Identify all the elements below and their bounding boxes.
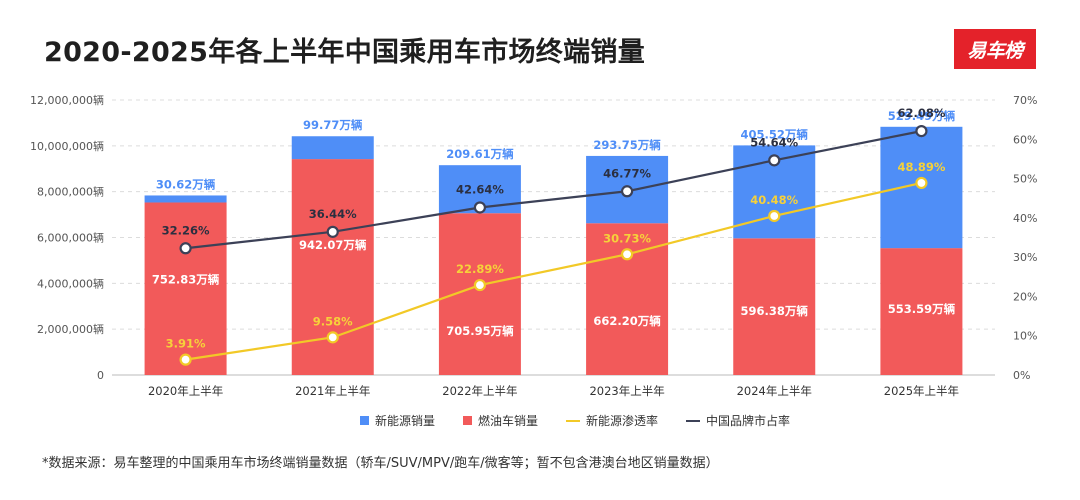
brand-share-point	[620, 185, 634, 198]
brand-share-value-label: 36.44%	[309, 207, 357, 221]
penetration-value-label: 9.58%	[313, 314, 353, 328]
legend-item-penetration: 新能源渗透率	[566, 412, 658, 429]
legend-label-brand-share: 中国品牌市占率	[706, 414, 791, 428]
page-title: 2020-2025年各上半年中国乘用车市场终端销量	[44, 37, 645, 68]
nev-value-label: 30.62万辆	[156, 177, 216, 191]
x-tick-label: 2022年上半年	[442, 384, 517, 398]
legend-label-penetration: 新能源渗透率	[586, 414, 659, 428]
legend-swatch-brand-share	[686, 419, 701, 422]
brand-share-line	[185, 130, 922, 250]
nev-value-label: 405.52万辆	[741, 127, 809, 141]
x-tick-label: 2024年上半年	[737, 384, 812, 398]
ice-value-label: 596.38万辆	[741, 304, 809, 318]
brand-share-point	[473, 201, 487, 214]
y-left-tick-label: 0	[97, 369, 104, 382]
penetration-point	[915, 176, 928, 190]
legend-label-ice: 燃油车销量	[477, 414, 538, 428]
brand-share-point	[326, 225, 339, 238]
penetration-value-label: 3.91%	[166, 337, 206, 351]
y-right-tick-label: 60%	[1013, 133, 1037, 146]
legend-swatch-nev	[359, 416, 369, 425]
brand-share-point	[915, 125, 928, 138]
y-left-tick-label: 2,000,000辆	[37, 322, 104, 336]
legend-swatch-penetration	[566, 419, 580, 422]
ice-value-label: 662.20万辆	[593, 314, 661, 328]
penetration-point	[768, 209, 781, 223]
y-right-tick-label: 20%	[1013, 290, 1037, 303]
combo-chart: 0 2,000,000辆 4,000,000辆 6,000,000辆 8,000,000…	[30, 93, 1037, 398]
x-tick-label: 2023年上半年	[589, 384, 664, 398]
brand-share-value-label: 54.64%	[750, 135, 798, 149]
y-left-tick-label: 6,000,000辆	[37, 231, 104, 245]
y-left-tick-label: 12,000,000辆	[30, 93, 104, 107]
ice-value-label: 942.07万辆	[299, 238, 367, 252]
brand-share-point	[768, 154, 781, 167]
legend-label-nev: 新能源销量	[374, 414, 435, 428]
ice-value-label: 553.59万辆	[888, 302, 956, 316]
y-right-tick-label: 30%	[1013, 251, 1037, 264]
data-source-footnote: *数据来源：易车整理的中国乘用车市场终端销量数据（轿车/SUV/MPV/跑车/微…	[42, 456, 719, 471]
nev-value-label: 529.49万辆	[888, 109, 956, 123]
penetration-value-label: 40.48%	[750, 193, 798, 207]
brand-share-point	[179, 242, 192, 255]
legend-swatch-ice	[462, 416, 472, 425]
penetration-point	[179, 353, 192, 366]
bar-ice	[880, 248, 963, 375]
nev-value-label: 99.77万辆	[303, 118, 363, 132]
y-right-tick-label: 0%	[1013, 369, 1030, 382]
penetration-value-label: 30.73%	[603, 231, 651, 245]
bar-nev	[291, 136, 374, 160]
penetration-value-label: 48.89%	[897, 160, 945, 174]
bar-ice	[733, 238, 816, 375]
y-left-tick-label: 10,000,000辆	[30, 139, 104, 153]
bar-nev	[144, 195, 227, 203]
legend-item-brand-share: 中国品牌市占率	[686, 412, 790, 429]
bar-ice	[144, 202, 227, 375]
penetration-point	[326, 331, 339, 344]
chart-legend: 新能源销量 燃油车销量 新能源渗透率 中国品牌市占率	[0, 412, 1080, 429]
nev-value-label: 209.61万辆	[446, 147, 514, 161]
penetration-point	[620, 248, 634, 261]
y-right-tick-label: 10%	[1013, 330, 1037, 343]
legend-item-nev: 新能源销量	[359, 412, 435, 429]
ice-value-label: 705.95万辆	[446, 324, 514, 338]
legend-item-ice: 燃油车销量	[462, 412, 538, 429]
nev-value-label: 293.75万辆	[593, 138, 661, 152]
y-right-tick-label: 70%	[1013, 94, 1037, 107]
x-tick-label: 2021年上半年	[295, 384, 370, 398]
penetration-point	[473, 278, 487, 292]
x-tick-label: 2020年上半年	[148, 384, 223, 398]
y-right-tick-label: 40%	[1013, 212, 1037, 225]
brand-share-value-label: 32.26%	[162, 223, 210, 237]
y-left-tick-label: 8,000,000辆	[37, 185, 104, 199]
y-right-tick-label: 50%	[1013, 173, 1037, 186]
brand-logo: 易车榜	[954, 29, 1036, 69]
penetration-value-label: 22.89%	[456, 262, 504, 276]
brand-share-value-label: 42.64%	[456, 182, 504, 196]
x-tick-label: 2025年上半年	[884, 384, 959, 398]
penetration-line	[185, 181, 922, 361]
y-left-tick-label: 4,000,000辆	[37, 276, 104, 290]
ice-value-label: 752.83万辆	[152, 273, 220, 287]
brand-share-value-label: 46.77%	[603, 166, 651, 180]
brand-share-value-label: 62.08%	[897, 106, 945, 120]
